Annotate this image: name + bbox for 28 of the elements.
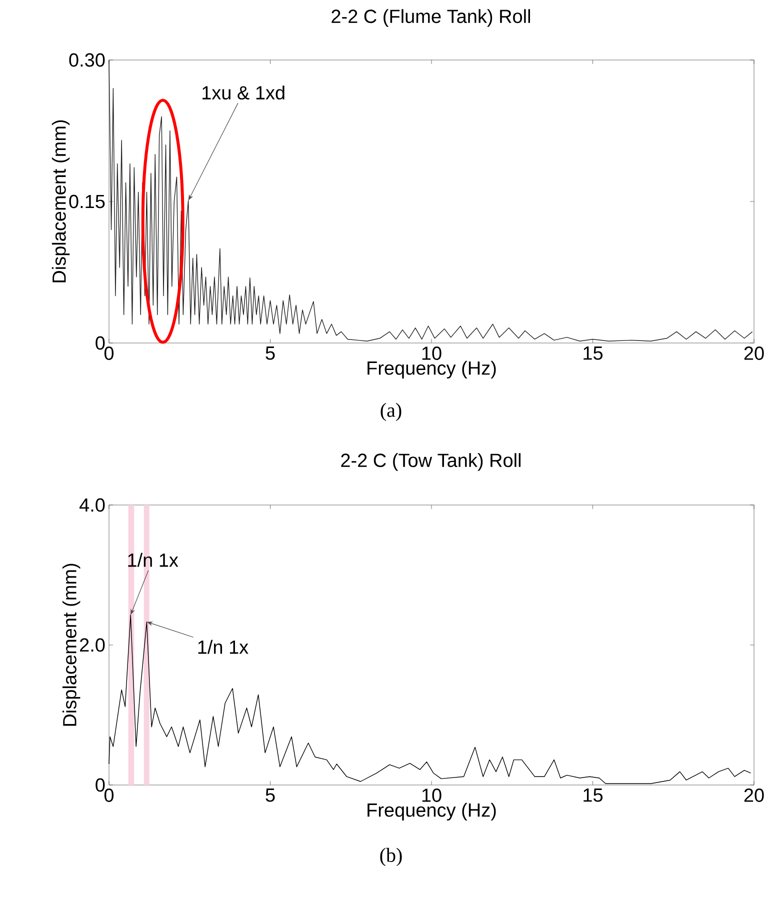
x-tick-label: 5 (266, 788, 275, 802)
x-tick-label: 0 (104, 788, 114, 802)
x-axis-title: Frequency (Hz) (368, 360, 496, 379)
chart-title: 2-2 C (Tow Tank) Roll (341, 453, 520, 471)
y-axis-title: Displacement (mm) (52, 120, 70, 282)
annotation: 1/n 1x (198, 640, 248, 654)
y-tick-label: 0.30 (69, 53, 105, 67)
y-tick-label: 4.0 (79, 498, 105, 512)
y-axis-title: Displacement (mm) (62, 564, 80, 726)
x-tick-label: 0 (104, 346, 114, 360)
y-tick-label: 2.0 (80, 638, 105, 652)
y-tick-label: 0 (96, 336, 105, 350)
x-axis-title: Frequency (Hz) (368, 802, 496, 821)
annotation: 1xu & 1xd (202, 86, 284, 100)
x-tick-label: 20 (744, 788, 764, 802)
x-tick-label: 15 (584, 788, 603, 802)
y-tick-label: 0 (96, 778, 105, 792)
x-tick-label: 10 (422, 346, 442, 360)
text: (a) (380, 402, 402, 422)
y-tick-label: 0.15 (69, 194, 105, 208)
x-tick-label: 20 (744, 346, 764, 360)
line-series (108, 60, 753, 342)
annotation: 1/n 1x (128, 552, 178, 567)
x-tick-label: 15 (584, 346, 603, 360)
x-tick-label: 10 (422, 788, 442, 802)
x-tick-label: 5 (266, 346, 275, 360)
text: (b) (380, 848, 402, 866)
chart-title: 2-2 C (Flume Tank) Roll (332, 9, 530, 27)
